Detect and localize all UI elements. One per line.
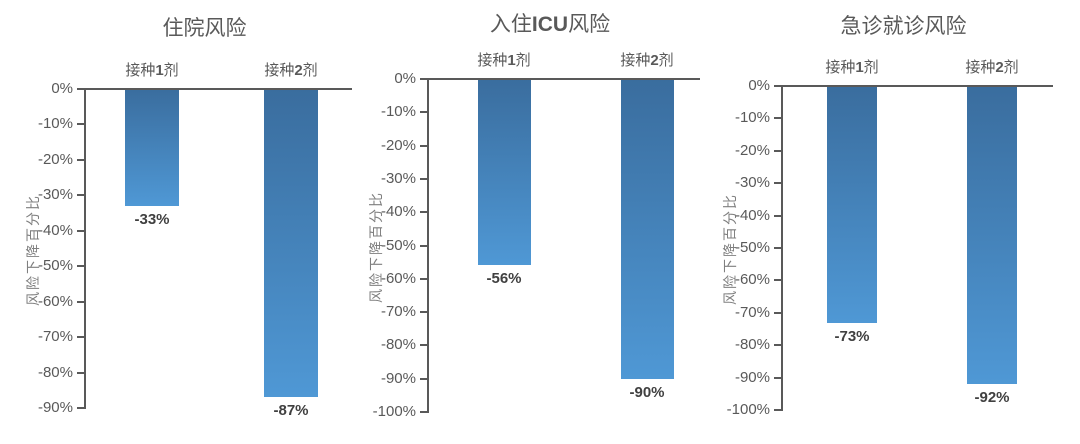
y-tick-mark	[420, 411, 427, 413]
y-tick-mark	[774, 279, 781, 282]
y-tick-mark	[77, 407, 84, 409]
y-tick-label: -100%	[726, 401, 770, 418]
y-tick-label: -10%	[734, 109, 770, 127]
chart-panel-hospitalization-risk: 住院风险 风险下降百分比 0% -10% -20% -30% -40% -50% -60% -…	[0, 0, 360, 444]
y-tick-mark	[774, 247, 781, 249]
y-tick-label: -70%	[734, 303, 770, 321]
y-tick-label: -20%	[380, 136, 416, 154]
y-tick-label: -10%	[380, 103, 416, 121]
bar-接种1剂	[125, 89, 179, 206]
x-axis-baseline	[781, 85, 1053, 87]
y-tick-label: -70%	[37, 328, 73, 346]
y-tick-mark	[774, 149, 781, 152]
y-tick-mark	[420, 211, 427, 214]
category-label: 接种2剂	[620, 52, 674, 69]
category-label: 接种1剂	[477, 52, 531, 69]
bar-接种2剂	[620, 79, 674, 379]
y-tick-mark	[77, 229, 84, 232]
chart-title: 住院风险	[162, 17, 247, 40]
y-tick-label: -30%	[734, 174, 770, 192]
y-tick-label: -10%	[37, 115, 73, 133]
y-tick-label: 0%	[394, 70, 416, 87]
y-tick-mark	[774, 344, 781, 347]
y-tick-mark	[420, 177, 427, 180]
data-label: -92%	[974, 389, 1010, 407]
bar-接种1剂	[827, 86, 877, 323]
x-axis-baseline	[84, 88, 352, 90]
y-tick-label: -90%	[734, 368, 770, 386]
y-axis-line	[84, 88, 86, 409]
y-tick-label: 0%	[748, 77, 770, 94]
y-tick-mark	[774, 85, 781, 87]
y-tick-label: -50%	[37, 257, 73, 275]
y-tick-mark	[77, 88, 84, 90]
y-tick-mark	[420, 377, 427, 380]
y-axis-line	[427, 78, 429, 413]
y-tick-mark	[420, 311, 427, 314]
chart-title: 急诊就诊风险	[840, 15, 967, 38]
y-tick-label: -80%	[734, 336, 770, 354]
y-tick-mark	[420, 277, 427, 280]
data-label: -56%	[486, 270, 522, 288]
y-tick-label: -20%	[734, 141, 770, 159]
chart-panel-emergency-visit-risk: 急诊就诊风险 风险下降百分比 0% -10% -20% -30% -40% -50% -60…	[720, 0, 1080, 444]
y-tick-label: -30%	[380, 169, 416, 187]
y-tick-label: -60%	[734, 271, 770, 289]
y-axis-title: 风险下降百分比	[25, 193, 41, 306]
y-tick-mark	[420, 78, 427, 80]
y-tick-mark	[77, 123, 84, 126]
y-tick-mark	[77, 265, 84, 268]
y-tick-label: -50%	[734, 239, 770, 256]
y-tick-mark	[77, 371, 84, 374]
y-tick-mark	[420, 244, 427, 247]
category-label: 接种2剂	[965, 59, 1019, 76]
y-tick-label: -30%	[37, 186, 73, 204]
data-label: -73%	[834, 327, 870, 345]
y-axis-line	[781, 85, 783, 411]
y-tick-mark	[420, 344, 427, 347]
y-tick-label: -40%	[380, 203, 416, 221]
bar-接种1剂	[477, 79, 531, 266]
y-tick-mark	[774, 117, 781, 120]
y-tick-mark	[77, 194, 84, 197]
y-tick-mark	[774, 182, 781, 185]
y-tick-mark	[774, 214, 781, 217]
x-axis-baseline	[427, 78, 700, 80]
y-tick-label: -70%	[380, 303, 416, 321]
y-tick-mark	[77, 300, 84, 303]
y-tick-label: -20%	[37, 150, 73, 168]
bar-接种2剂	[967, 86, 1017, 385]
y-tick-label: 0%	[51, 80, 73, 97]
chart-panel-icu-admission-risk: 入住ICU风险 风险下降百分比 0% -10% -20% -30% -40% -50% -6…	[360, 0, 720, 444]
y-tick-label: -40%	[37, 221, 73, 239]
y-tick-label: -90%	[37, 399, 73, 416]
y-tick-label: -80%	[37, 363, 73, 381]
y-tick-mark	[420, 144, 427, 147]
y-tick-label: -80%	[380, 336, 416, 354]
y-tick-mark	[774, 311, 781, 314]
y-tick-mark	[77, 336, 84, 339]
category-label: 接种2剂	[264, 62, 318, 79]
bar-接种2剂	[264, 89, 318, 398]
y-tick-label: -60%	[37, 292, 73, 310]
data-label: -90%	[629, 383, 665, 401]
y-tick-label: -90%	[380, 369, 416, 387]
y-tick-label: -60%	[380, 269, 416, 287]
y-tick-mark	[77, 158, 84, 161]
data-label: -33%	[134, 210, 170, 228]
chart-title: 入住ICU风险	[489, 13, 611, 36]
y-tick-label: -100%	[372, 403, 416, 420]
data-label: -87%	[273, 402, 309, 420]
category-label: 接种1剂	[825, 59, 879, 76]
y-tick-label: -40%	[734, 206, 770, 224]
y-tick-mark	[774, 409, 781, 411]
y-tick-mark	[420, 111, 427, 114]
y-tick-mark	[774, 376, 781, 379]
y-tick-label: -50%	[380, 236, 416, 254]
category-label: 接种1剂	[125, 62, 179, 79]
